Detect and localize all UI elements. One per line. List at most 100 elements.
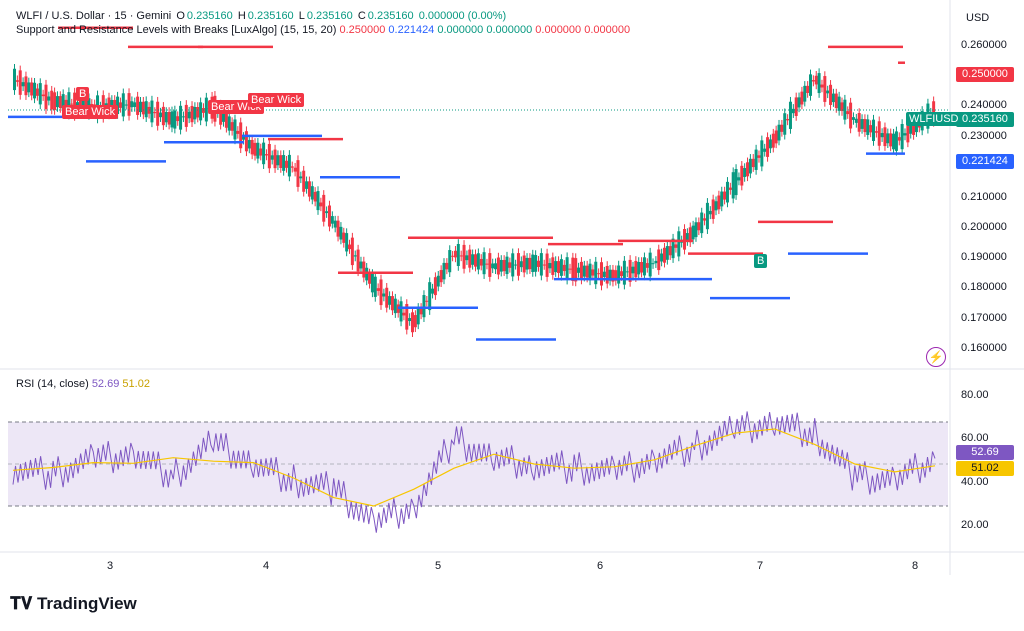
candle-body: [528, 257, 532, 270]
candle-body: [144, 101, 148, 118]
candle-body: [803, 85, 807, 102]
candle-body: [167, 112, 171, 125]
candle-body: [660, 253, 664, 262]
close-value: 0.235160: [367, 10, 414, 22]
candle-body: [720, 191, 724, 207]
candle-body: [219, 104, 223, 125]
rsi-name[interactable]: RSI (14, close): [16, 378, 89, 390]
candle-body: [471, 254, 475, 265]
symbol-price-tag: WLFIUSD: [906, 112, 962, 126]
candle-body: [748, 158, 752, 174]
candle-body: [190, 105, 194, 123]
candle-body: [511, 253, 515, 277]
candle-body: [196, 107, 200, 118]
candle-body: [44, 84, 48, 110]
low-label: L: [298, 10, 305, 22]
symbol-header[interactable]: WLFI / U.S. Dollar · 15 · Gemini O 0.2351…: [16, 10, 508, 22]
candle-body: [199, 102, 203, 121]
candle-body: [468, 249, 472, 268]
indicator-legend[interactable]: Support and Resistance Levels with Break…: [16, 24, 630, 36]
candle-body: [654, 260, 658, 264]
symbol-title[interactable]: WLFI / U.S. Dollar · 15 · Gemini: [16, 10, 172, 22]
candle-body: [892, 133, 896, 150]
candle-body: [259, 148, 263, 156]
break-marker-b: B: [76, 87, 90, 101]
candle-body: [608, 269, 612, 281]
candle-body: [505, 256, 509, 275]
candle-body: [451, 255, 455, 257]
candle-body: [794, 97, 798, 116]
candle-body: [459, 255, 463, 257]
candle-body: [628, 259, 632, 282]
candle-body: [290, 166, 294, 168]
candle-body: [405, 304, 409, 330]
candle-body: [588, 263, 592, 281]
candle-body: [674, 244, 678, 248]
candle-body: [645, 263, 649, 268]
candle-body: [411, 312, 415, 333]
candle-body: [287, 154, 291, 177]
tradingview-logo-icon: 𝐓𝐕: [10, 594, 37, 613]
candle-body: [685, 233, 689, 242]
rsi-axis-label: 40.00: [961, 476, 989, 488]
candle-body: [768, 139, 772, 149]
candle-body: [625, 271, 629, 273]
candle-body: [746, 162, 750, 177]
candle-body: [559, 259, 563, 276]
indicator-name[interactable]: Support and Resistance Levels with Break…: [16, 24, 337, 36]
candle-body: [370, 274, 374, 293]
candle-body: [276, 155, 280, 166]
candle-body: [743, 168, 747, 177]
candle-body: [61, 94, 65, 111]
high-value: 0.235160: [247, 10, 294, 22]
time-axis-label: 6: [597, 560, 604, 572]
candle-body: [419, 307, 423, 315]
candle-body: [67, 92, 71, 115]
candle-body: [834, 93, 838, 108]
candle-body: [35, 88, 39, 96]
currency-label[interactable]: USD: [966, 12, 990, 24]
candle-body: [551, 257, 555, 275]
candle-body: [894, 131, 898, 151]
candle-body: [688, 227, 692, 243]
candle-body: [244, 131, 248, 152]
candle-body: [651, 263, 655, 265]
candle-body: [336, 220, 340, 237]
candle-body: [889, 133, 893, 147]
candle-body: [814, 75, 818, 85]
rsi-legend[interactable]: RSI (14, close) 52.69 51.02: [16, 378, 150, 390]
candle-body: [820, 84, 824, 88]
candle-body: [617, 265, 621, 284]
candle-body: [262, 142, 266, 165]
candle-body: [58, 96, 62, 108]
candle-body: [379, 279, 383, 306]
candle-body: [577, 267, 581, 273]
candle-body: [883, 127, 887, 147]
candle-body: [631, 266, 635, 274]
last-price-tag: 0.235160: [956, 112, 1014, 127]
candle-body: [697, 222, 701, 231]
candle-body: [823, 76, 827, 102]
candle-body: [542, 264, 546, 266]
candle-body: [153, 112, 157, 114]
candle-body: [877, 121, 881, 146]
indicator-value-3: 0.000000: [437, 24, 484, 36]
candle-body: [164, 112, 168, 123]
lightning-icon[interactable]: ⚡: [926, 347, 946, 367]
candle-body: [637, 262, 641, 275]
candle-body: [585, 265, 589, 278]
rsi-ma-tag: 51.02: [956, 461, 1014, 476]
candle-body: [319, 202, 323, 207]
candle-body: [482, 252, 486, 275]
tradingview-logo[interactable]: 𝐓𝐕 TradingView: [10, 594, 137, 614]
candle-body: [127, 93, 131, 116]
candle-body: [373, 276, 377, 297]
candle-body: [708, 210, 712, 215]
price-axis-label: 0.230000: [961, 130, 1007, 142]
candle-body: [73, 92, 77, 116]
candle-body: [614, 270, 618, 281]
candle-body: [170, 111, 174, 128]
candle-body: [399, 301, 403, 322]
candle-body: [491, 263, 495, 269]
